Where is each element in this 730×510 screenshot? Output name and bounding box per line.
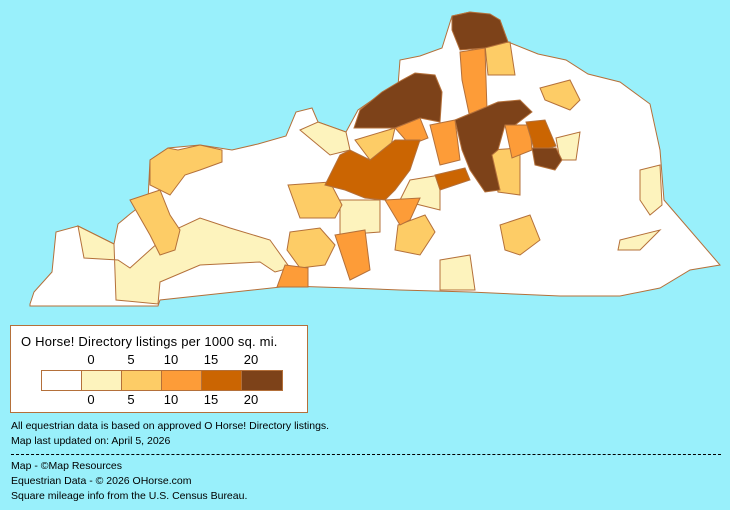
legend-tick: 5 — [127, 392, 135, 407]
data-basis-note: All equestrian data is based on approved… — [11, 420, 330, 432]
county-group-level-4 — [525, 119, 557, 153]
county-group-level-3 — [276, 264, 309, 288]
legend-swatch — [122, 371, 162, 390]
legend-tick: 5 — [127, 352, 135, 367]
county-group-level-1 — [639, 164, 663, 216]
last-updated-note: Map last updated on: April 5, 2026 — [11, 435, 171, 447]
data-credit: Equestrian Data - © 2026 OHorse.com — [11, 475, 192, 487]
county-group-level-1 — [617, 229, 662, 251]
map-credit: Map - ©Map Resources — [11, 460, 123, 472]
county-group-level-5 — [531, 147, 563, 171]
legend-ticks-bottom: 0 5 10 15 20 — [51, 392, 291, 408]
legend-swatch — [42, 371, 82, 390]
divider — [11, 454, 721, 455]
legend-tick: 20 — [243, 352, 259, 367]
legend-ticks-top: 0 5 10 15 20 — [51, 352, 291, 368]
county-group-level-2 — [149, 144, 223, 196]
county-group-level-5 — [454, 99, 533, 193]
county-group-level-5 — [451, 11, 509, 51]
legend-swatch — [82, 371, 122, 390]
county-group-level-1 — [339, 199, 381, 236]
legend-swatch — [202, 371, 242, 390]
legend-tick: 15 — [203, 352, 219, 367]
legend-tick: 15 — [203, 392, 219, 407]
county-group-level-3 — [429, 119, 461, 166]
census-credit: Square mileage info from the U.S. Census… — [11, 490, 248, 502]
legend-tick: 10 — [163, 392, 179, 407]
legend-swatch — [162, 371, 202, 390]
county-group-level-3 — [334, 229, 371, 281]
legend-tick: 0 — [87, 392, 95, 407]
county-group-level-2 — [539, 79, 581, 111]
kentucky-county-map — [29, 11, 721, 307]
legend-title: O Horse! Directory listings per 1000 sq.… — [21, 334, 278, 349]
map-legend: O Horse! Directory listings per 1000 sq.… — [10, 325, 308, 413]
county-group-level-1 — [77, 217, 291, 305]
county-group-level-2 — [499, 214, 541, 256]
legend-swatch — [242, 371, 282, 390]
legend-color-bar — [41, 370, 283, 391]
county-group-level-3 — [384, 197, 421, 226]
county-group-level-5 — [353, 72, 443, 129]
county-group-level-2 — [129, 189, 181, 256]
county-group-level-2 — [286, 227, 336, 269]
county-group-level-4 — [324, 139, 421, 201]
legend-tick: 20 — [243, 392, 259, 407]
legend-tick: 0 — [87, 352, 95, 367]
county-group-level-1 — [299, 121, 351, 156]
legend-tick: 10 — [163, 352, 179, 367]
county-group-level-1 — [439, 254, 476, 291]
county-group-level-4 — [434, 167, 471, 191]
county-group-level-2 — [394, 214, 436, 256]
county-group-level-2 — [287, 181, 343, 219]
